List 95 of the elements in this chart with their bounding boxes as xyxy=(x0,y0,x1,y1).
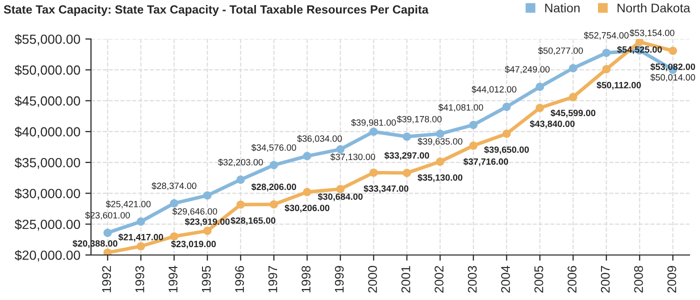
data-label: $30,684.00 xyxy=(318,193,363,202)
point xyxy=(502,102,511,111)
data-label: $34,576.00 xyxy=(251,144,296,152)
point xyxy=(203,191,212,200)
x-tick-label: 2001 xyxy=(401,266,410,293)
point xyxy=(170,199,178,208)
x-tick-label: 2006 xyxy=(568,266,576,293)
data-label: $37,130.00 xyxy=(330,153,376,162)
x-tick-label: 1994 xyxy=(168,266,178,292)
point xyxy=(270,160,278,170)
point xyxy=(302,152,312,160)
point xyxy=(369,128,378,136)
point xyxy=(236,200,245,209)
x-tick-label: 1998 xyxy=(302,266,310,292)
x-tick-label: 2005 xyxy=(534,266,544,293)
x-tick-label: 2002 xyxy=(434,266,444,293)
y-tick-label: $25,000.00 xyxy=(14,219,80,231)
point xyxy=(602,65,611,74)
data-label: $44,012.00 xyxy=(472,86,516,94)
point xyxy=(502,130,511,138)
data-label: $28,374.00 xyxy=(152,182,196,190)
data-label: $43,840.00 xyxy=(530,120,575,128)
data-label: $37,716.00 xyxy=(463,158,508,166)
y-tick-label: $20,000.00 xyxy=(14,250,80,262)
data-label: $33,297.00 xyxy=(384,152,430,160)
x-tick-label: 2009 xyxy=(667,266,676,293)
point xyxy=(469,142,478,150)
point xyxy=(170,232,178,241)
chart-title: State Tax Capacity: State Tax Capacity - Total Taxable Resources Per Capita xyxy=(4,5,429,16)
point xyxy=(635,39,644,46)
x-tick-label: 1997 xyxy=(268,266,278,292)
point xyxy=(602,48,611,58)
point xyxy=(436,157,444,166)
point xyxy=(236,176,245,184)
x-tick-label: 2004 xyxy=(501,266,510,293)
data-label: $47,249.00 xyxy=(504,66,550,74)
y-tick-label: $50,000.00 xyxy=(14,64,80,76)
point xyxy=(536,104,544,112)
point xyxy=(469,120,478,130)
data-label: $50,014.00 xyxy=(650,74,696,82)
data-label: $53,082.00 xyxy=(650,63,696,72)
x-tick-label: 1993 xyxy=(135,266,144,292)
y-tick-label: $40,000.00 xyxy=(14,126,80,138)
point xyxy=(402,168,412,178)
x-tick-label: 2008 xyxy=(634,266,643,293)
point xyxy=(103,248,112,255)
data-label: $29,646.00 xyxy=(172,208,218,216)
point xyxy=(436,130,444,138)
x-tick-label: 1995 xyxy=(202,266,211,292)
data-label: $52,754.00 xyxy=(584,32,629,40)
data-label: $39,650.00 xyxy=(484,146,529,154)
legend-label: North Dakota xyxy=(618,3,690,12)
data-label: $25,421.00 xyxy=(106,200,151,208)
data-label: $45,599.00 xyxy=(550,109,596,118)
point xyxy=(668,46,678,56)
x-tick-label: 2007 xyxy=(600,266,610,293)
point xyxy=(568,64,578,72)
y-tick-label: $55,000.00 xyxy=(14,34,80,46)
x-tick-label: 2000 xyxy=(368,266,377,293)
point xyxy=(336,184,345,194)
point xyxy=(302,188,312,196)
x-tick-label: 1996 xyxy=(235,266,244,292)
data-label: $32,203.00 xyxy=(218,158,263,166)
data-label: $28,165.00 xyxy=(230,216,276,226)
point xyxy=(536,82,544,91)
data-label: $53,154.00 xyxy=(630,29,674,38)
y-tick-label: $30,000.00 xyxy=(14,188,80,200)
point xyxy=(103,228,112,237)
data-label: $35,130.00 xyxy=(418,174,462,182)
data-label: $41,081.00 xyxy=(438,104,484,112)
data-label: $21,417.00 xyxy=(118,234,164,242)
data-label: $50,277.00 xyxy=(538,47,583,55)
data-label: $30,206.00 xyxy=(284,204,330,212)
point xyxy=(402,132,412,141)
data-label: $36,034.00 xyxy=(297,134,342,143)
point xyxy=(568,92,578,102)
data-label: $33,347.00 xyxy=(364,184,408,194)
x-tick-label: 1992 xyxy=(102,266,111,292)
point xyxy=(369,168,378,177)
legend-label: Nation xyxy=(545,3,580,12)
x-tick-label: 1999 xyxy=(334,266,344,292)
data-label: $50,112.00 xyxy=(596,82,641,90)
point xyxy=(336,145,345,154)
data-label: $28,206.00 xyxy=(251,183,296,192)
data-label: $39,635.00 xyxy=(418,138,462,146)
y-tick-label: $35,000.00 xyxy=(14,157,80,169)
x-tick-label: 2003 xyxy=(468,266,477,293)
data-label: $23,019.00 xyxy=(171,240,216,248)
point xyxy=(136,217,146,226)
point xyxy=(136,242,146,250)
data-label: $39,981.00 xyxy=(351,118,396,127)
data-label: $39,178.00 xyxy=(396,116,442,124)
point xyxy=(270,200,278,209)
point xyxy=(203,226,212,235)
y-tick-label: $45,000.00 xyxy=(14,96,80,108)
